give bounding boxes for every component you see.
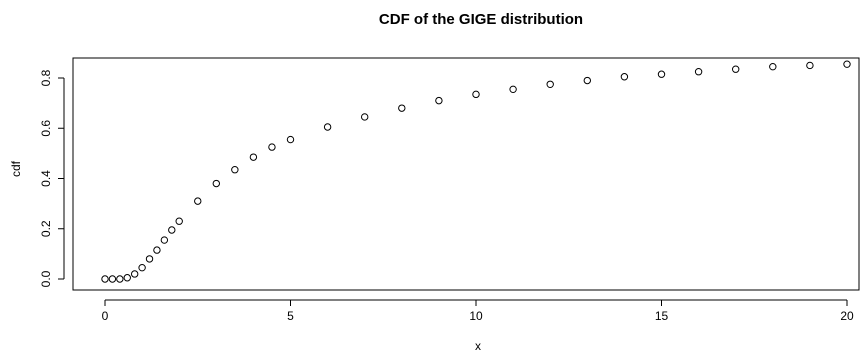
data-point [153, 246, 161, 254]
data-point [546, 80, 554, 88]
data-point [145, 255, 154, 263]
x-tick-label: 0 [102, 309, 109, 323]
data-point [694, 68, 703, 76]
data-point [123, 274, 131, 282]
data-point [168, 226, 176, 234]
data-point [249, 153, 258, 161]
data-point [194, 197, 202, 205]
y-tick-label: 0.8 [39, 69, 53, 86]
x-axis-label: x [475, 339, 481, 353]
y-tick-label: 0.4 [39, 170, 53, 187]
data-point [108, 275, 117, 283]
chart-title: CDF of the GIGE distribution [379, 11, 583, 28]
data-point [130, 270, 139, 278]
data-point [268, 143, 276, 151]
data-point [509, 85, 517, 94]
y-tick-label: 0.2 [39, 220, 53, 237]
data-point [160, 236, 169, 244]
data-point [361, 113, 369, 121]
x-tick-label: 5 [287, 309, 294, 323]
x-tick-label: 15 [655, 309, 669, 323]
data-point [583, 76, 591, 85]
data-point [472, 90, 480, 99]
x-axis-ticks: 0 5 10 15 20 [102, 300, 854, 323]
y-tick-label: 0.0 [39, 270, 53, 287]
x-tick-label: 20 [840, 309, 854, 323]
data-point [732, 65, 740, 73]
data-point [806, 61, 814, 70]
data-point [769, 62, 777, 71]
data-point [323, 123, 332, 131]
data-point [435, 96, 443, 105]
data-point [620, 73, 629, 81]
data-point [212, 179, 221, 188]
data-point [398, 104, 406, 112]
data-point [138, 263, 146, 272]
y-tick-label: 0.6 [39, 120, 53, 137]
data-point [175, 217, 183, 225]
y-axis-ticks: 0.0 0.2 0.4 0.6 0.8 [39, 69, 64, 287]
x-tick-label: 10 [469, 309, 483, 323]
data-point [116, 275, 124, 283]
data-point [286, 135, 295, 144]
data-point [657, 70, 666, 78]
data-point [101, 275, 109, 283]
data-point [843, 60, 851, 68]
cdf-points [101, 60, 851, 283]
y-axis-label: cdf [9, 160, 23, 177]
data-point [231, 166, 239, 174]
plot-frame [72, 57, 860, 291]
